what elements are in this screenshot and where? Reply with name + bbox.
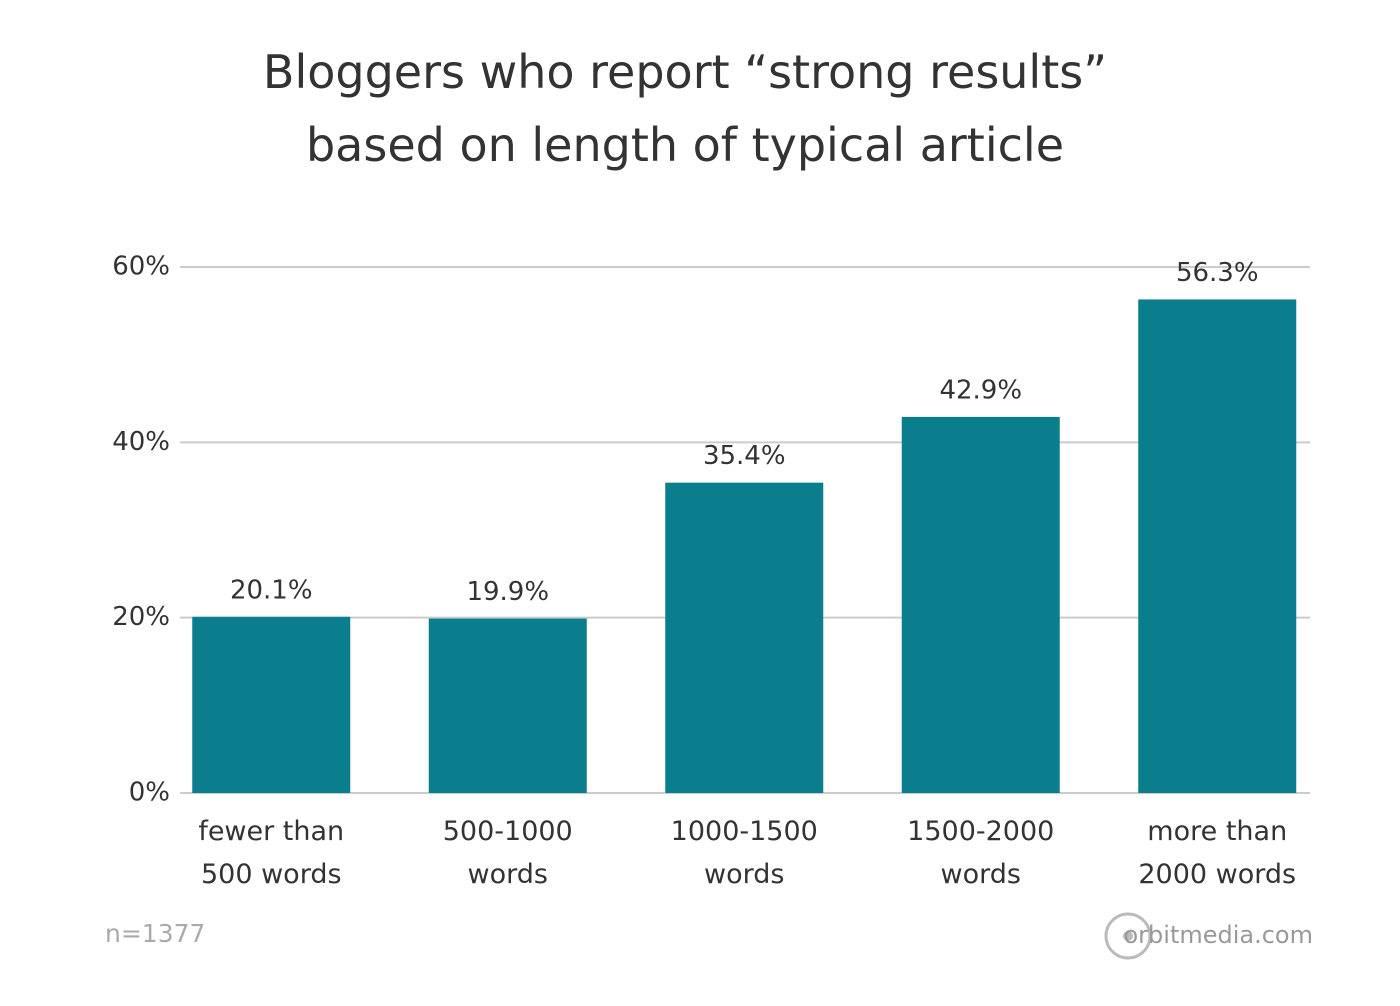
source: orbitmedia.com (1123, 921, 1313, 949)
bar (428, 618, 587, 793)
x-tick-label: 1500-2000 words (907, 816, 1055, 890)
chart-title: Bloggers who report “strong results” (262, 45, 1108, 99)
x-tick-label: 500-1000 words (442, 816, 573, 890)
x-tick-label: 1000-1500 words (670, 816, 818, 890)
y-tick-label: 20% (112, 602, 170, 632)
value-label: 20.1% (230, 575, 313, 605)
bar (665, 482, 824, 793)
logo-icon (1104, 912, 1152, 960)
value-label: 19.9% (466, 577, 549, 607)
y-tick-label: 40% (112, 427, 170, 457)
note: n=1377 (105, 919, 205, 948)
y-tick-label: 0% (129, 778, 170, 808)
bar (901, 416, 1060, 793)
value-label: 56.3% (1176, 258, 1259, 288)
x-tick-label: more than 2000 words (1138, 816, 1297, 890)
bar (192, 616, 351, 793)
logo-dot (1123, 931, 1133, 941)
bar (1138, 299, 1297, 793)
value-label: 35.4% (703, 441, 786, 471)
chart-title: based on length of typical article (305, 118, 1064, 172)
value-label: 42.9% (939, 375, 1022, 405)
y-tick-label: 60% (112, 252, 170, 282)
x-tick-label: fewer than 500 words (198, 816, 345, 890)
